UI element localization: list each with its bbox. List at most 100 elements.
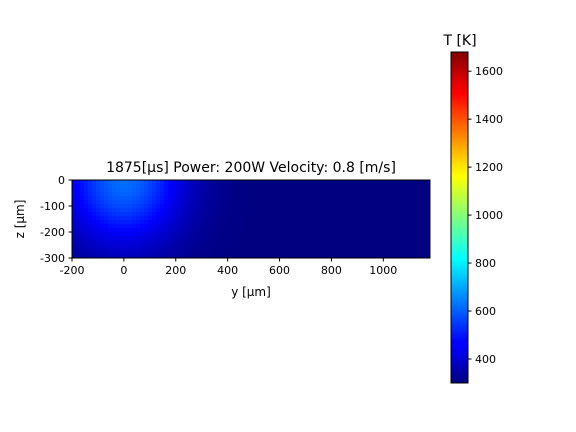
heatmap-cell	[360, 180, 365, 185]
heatmap-cell	[224, 208, 229, 213]
heatmap-cell	[212, 208, 217, 213]
heatmap-cell	[188, 204, 193, 209]
heatmap-cell	[96, 240, 101, 245]
heatmap-cell	[176, 252, 181, 257]
heatmap-cell	[196, 256, 201, 258]
heatmap-cell	[76, 224, 81, 229]
heatmap-cell	[392, 192, 397, 197]
heatmap-cell	[192, 228, 197, 233]
heatmap-cell	[340, 196, 345, 201]
heatmap-cell	[352, 224, 357, 229]
heatmap-cell	[336, 216, 341, 221]
heatmap-cell	[260, 228, 265, 233]
heatmap-cell	[128, 228, 133, 233]
heatmap-cell	[344, 212, 349, 217]
heatmap-cell	[80, 212, 85, 217]
heatmap-cell	[428, 188, 430, 193]
heatmap-cell	[232, 188, 237, 193]
heatmap-cell	[356, 212, 361, 217]
heatmap-cell	[384, 188, 389, 193]
heatmap-cell	[420, 180, 425, 185]
heatmap-cell	[152, 232, 157, 237]
heatmap-cell	[332, 208, 337, 213]
heatmap-cell	[404, 220, 409, 225]
heatmap-cell	[296, 204, 301, 209]
heatmap-cell	[420, 184, 425, 189]
heatmap-cell	[352, 184, 357, 189]
heatmap-cell	[80, 248, 85, 253]
heatmap-cell	[164, 192, 169, 197]
heatmap-cell	[184, 220, 189, 225]
heatmap-cell	[240, 180, 245, 185]
heatmap-cell	[420, 212, 425, 217]
heatmap-cell	[268, 212, 273, 217]
heatmap-cell	[308, 188, 313, 193]
heatmap-cell	[216, 216, 221, 221]
heatmap-cell	[352, 216, 357, 221]
heatmap-cell	[368, 232, 373, 237]
heatmap-cell	[100, 224, 105, 229]
heatmap-cell	[208, 212, 213, 217]
heatmap-cell	[176, 228, 181, 233]
heatmap-cell	[288, 252, 293, 257]
heatmap-cell	[308, 236, 313, 241]
heatmap-cell	[80, 228, 85, 233]
heatmap-cell	[220, 212, 225, 217]
heatmap-cell	[176, 184, 181, 189]
heatmap-cell	[128, 192, 133, 197]
heatmap-cell	[152, 188, 157, 193]
heatmap-cell	[324, 240, 329, 245]
heatmap-cell	[224, 192, 229, 197]
heatmap-cell	[144, 252, 149, 257]
heatmap-cell	[112, 240, 117, 245]
heatmap-cell	[376, 200, 381, 205]
heatmap-cell	[316, 236, 321, 241]
heatmap-cell	[336, 204, 341, 209]
heatmap-cell	[96, 224, 101, 229]
heatmap-cell	[188, 224, 193, 229]
heatmap-cell	[188, 232, 193, 237]
heatmap-cell	[264, 184, 269, 189]
heatmap-cell	[288, 184, 293, 189]
heatmap-cell	[208, 252, 213, 257]
heatmap-cell	[396, 188, 401, 193]
heatmap-cell	[412, 196, 417, 201]
heatmap-cell	[256, 184, 261, 189]
heatmap-cell	[252, 188, 257, 193]
heatmap-cell	[116, 244, 121, 249]
heatmap-cell	[340, 204, 345, 209]
heatmap-cell	[92, 208, 97, 213]
heatmap-cell	[288, 236, 293, 241]
heatmap-cell	[72, 240, 77, 245]
heatmap-cell	[148, 240, 153, 245]
heatmap-cell	[328, 236, 333, 241]
heatmap-cell	[156, 256, 161, 258]
heatmap-cell	[92, 192, 97, 197]
heatmap-cell	[284, 240, 289, 245]
heatmap-cell	[376, 220, 381, 225]
heatmap-cell	[216, 204, 221, 209]
heatmap-cell	[244, 192, 249, 197]
heatmap-cell	[176, 224, 181, 229]
heatmap-cell	[84, 248, 89, 253]
heatmap-cell	[180, 244, 185, 249]
heatmap-cell	[344, 228, 349, 233]
heatmap-cell	[104, 200, 109, 205]
heatmap-cell	[248, 236, 253, 241]
heatmap-cell	[284, 252, 289, 257]
heatmap-cell	[124, 216, 129, 221]
heatmap-plot	[71, 179, 431, 259]
heatmap-cell	[76, 184, 81, 189]
heatmap-cell	[424, 240, 429, 245]
heatmap-cell	[300, 212, 305, 217]
heatmap-cell	[280, 220, 285, 225]
heatmap-cell	[244, 228, 249, 233]
heatmap-cell	[408, 212, 413, 217]
heatmap-cell	[240, 240, 245, 245]
heatmap-cell	[296, 248, 301, 253]
heatmap-cell	[136, 220, 141, 225]
heatmap-cell	[296, 256, 301, 258]
heatmap-cell	[128, 204, 133, 209]
heatmap-cell	[312, 236, 317, 241]
heatmap-cell	[260, 220, 265, 225]
